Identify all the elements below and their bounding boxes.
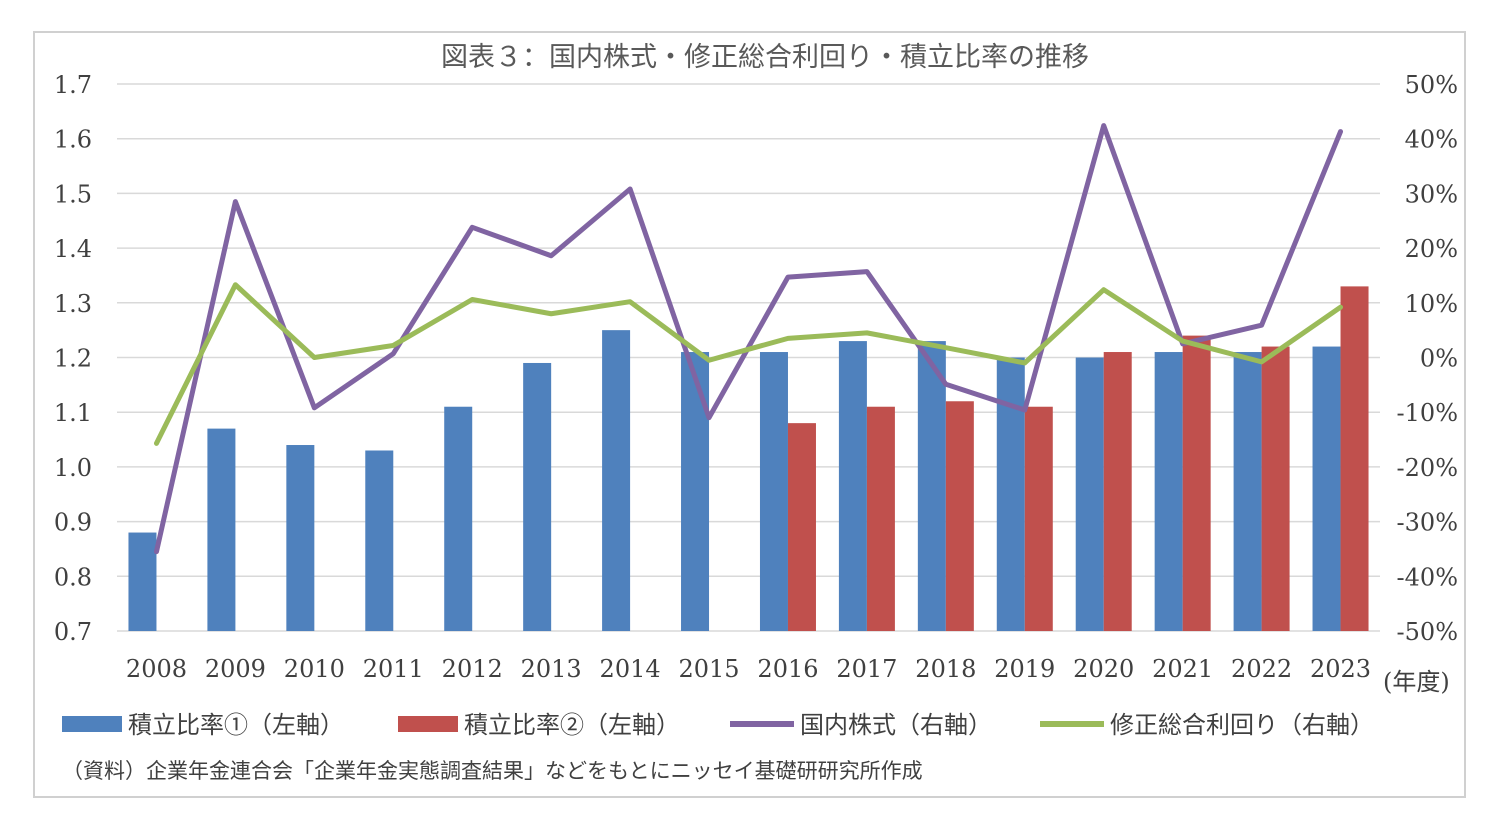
x-tick-label: 2015 (678, 655, 739, 683)
bar-1 (523, 362, 552, 631)
y-left-tick-label: 1.5 (54, 180, 92, 208)
x-tick-label: 2012 (442, 655, 503, 683)
y-right-tick-label: -10% (1397, 399, 1458, 427)
bar-1 (838, 341, 867, 631)
bar-1 (128, 532, 157, 631)
legend-label: 国内株式（右軸） (800, 711, 992, 739)
source-note: （資料）企業年金連合会「企業年金実態調査結果」などをもとにニッセイ基礎研研究所作… (62, 759, 923, 783)
y-left-tick-label: 0.9 (54, 509, 92, 537)
bar-2 (1103, 352, 1132, 631)
x-tick-label: 2023 (1310, 655, 1371, 683)
bar-1 (917, 341, 946, 631)
x-tick-label: 2021 (1152, 655, 1213, 683)
bar-2 (1261, 346, 1290, 631)
chart-title: 図表３：国内株式・修正総合利回り・積立比率の推移 (441, 42, 1089, 73)
y-right-tick-label: -20% (1397, 454, 1458, 482)
y-right-tick-label: 40% (1405, 126, 1458, 154)
y-left-tick-label: 1.1 (54, 399, 92, 427)
legend-swatch (62, 716, 122, 732)
legend-label: 修正総合利回り（右軸） (1110, 711, 1374, 739)
bar-1 (1154, 352, 1183, 631)
x-tick-label: 2009 (205, 655, 266, 683)
bar-2 (1340, 286, 1369, 631)
y-left-tick-label: 1.6 (54, 126, 92, 154)
y-left-tick-label: 1.7 (54, 71, 92, 99)
bar-2 (1024, 406, 1053, 631)
bar-1 (444, 406, 473, 631)
bar-1 (1075, 357, 1104, 631)
y-left-tick-label: 0.8 (54, 563, 92, 591)
legend-label: 積立比率①（左軸） (128, 711, 344, 739)
x-unit-label: (年度) (1383, 668, 1450, 696)
line-series-2 (153, 282, 1344, 446)
axes: 0.7 0.8 0.9 1.0 1.1 1.2 1.3 1.4 1.5 1.6 1.7 -50% -40… (54, 71, 1458, 683)
x-tick-label: 2020 (1073, 655, 1134, 683)
y-right-tick-label: 10% (1405, 290, 1458, 318)
legend-label: 積立比率②（左軸） (464, 711, 680, 739)
bar-1 (365, 450, 394, 631)
y-right-tick-label: -40% (1397, 563, 1458, 591)
bar-2 (787, 423, 816, 631)
x-tick-label: 2016 (757, 655, 818, 683)
x-tick-label: 2019 (994, 655, 1055, 683)
bars (128, 286, 1369, 631)
y-right-tick-label: -30% (1397, 509, 1458, 537)
bar-1 (286, 445, 315, 631)
x-tick-label: 2017 (836, 655, 897, 683)
bar-1 (1233, 352, 1262, 631)
y-right-tick-label: 30% (1405, 180, 1458, 208)
bar-1 (207, 428, 236, 631)
y-right-tick-label: 0% (1420, 345, 1458, 373)
legend-swatch (398, 716, 458, 732)
y-right-tick-label: 50% (1405, 71, 1458, 99)
x-tick-label: 2018 (915, 655, 976, 683)
x-tick-label: 2010 (284, 655, 345, 683)
y-right-tick-label: -50% (1397, 618, 1458, 646)
bar-1 (681, 352, 710, 631)
x-tick-label: 2022 (1231, 655, 1292, 683)
y-left-tick-label: 1.0 (54, 454, 92, 482)
bar-2 (945, 401, 974, 631)
legend: 積立比率①（左軸） 積立比率②（左軸） 国内株式（右軸） 修正総合利回り（右軸） (62, 711, 1374, 739)
x-tick-label: 2014 (600, 655, 661, 683)
y-right-tick-label: 20% (1405, 235, 1458, 263)
chart-frame (33, 31, 1466, 798)
x-tick-label: 2013 (521, 655, 582, 683)
bar-1 (602, 330, 631, 631)
y-left-tick-label: 0.7 (54, 618, 92, 646)
x-tick-label: 2011 (363, 655, 424, 683)
bar-2 (866, 406, 895, 631)
bar-1 (1312, 346, 1341, 631)
lines (153, 123, 1344, 555)
bar-2 (1182, 335, 1211, 631)
bar-1 (996, 357, 1025, 631)
y-left-tick-label: 1.2 (54, 345, 92, 373)
x-tick-label: 2008 (126, 655, 187, 683)
y-left-tick-label: 1.4 (54, 235, 92, 263)
y-left-tick-label: 1.3 (54, 290, 92, 318)
bar-1 (759, 352, 788, 631)
